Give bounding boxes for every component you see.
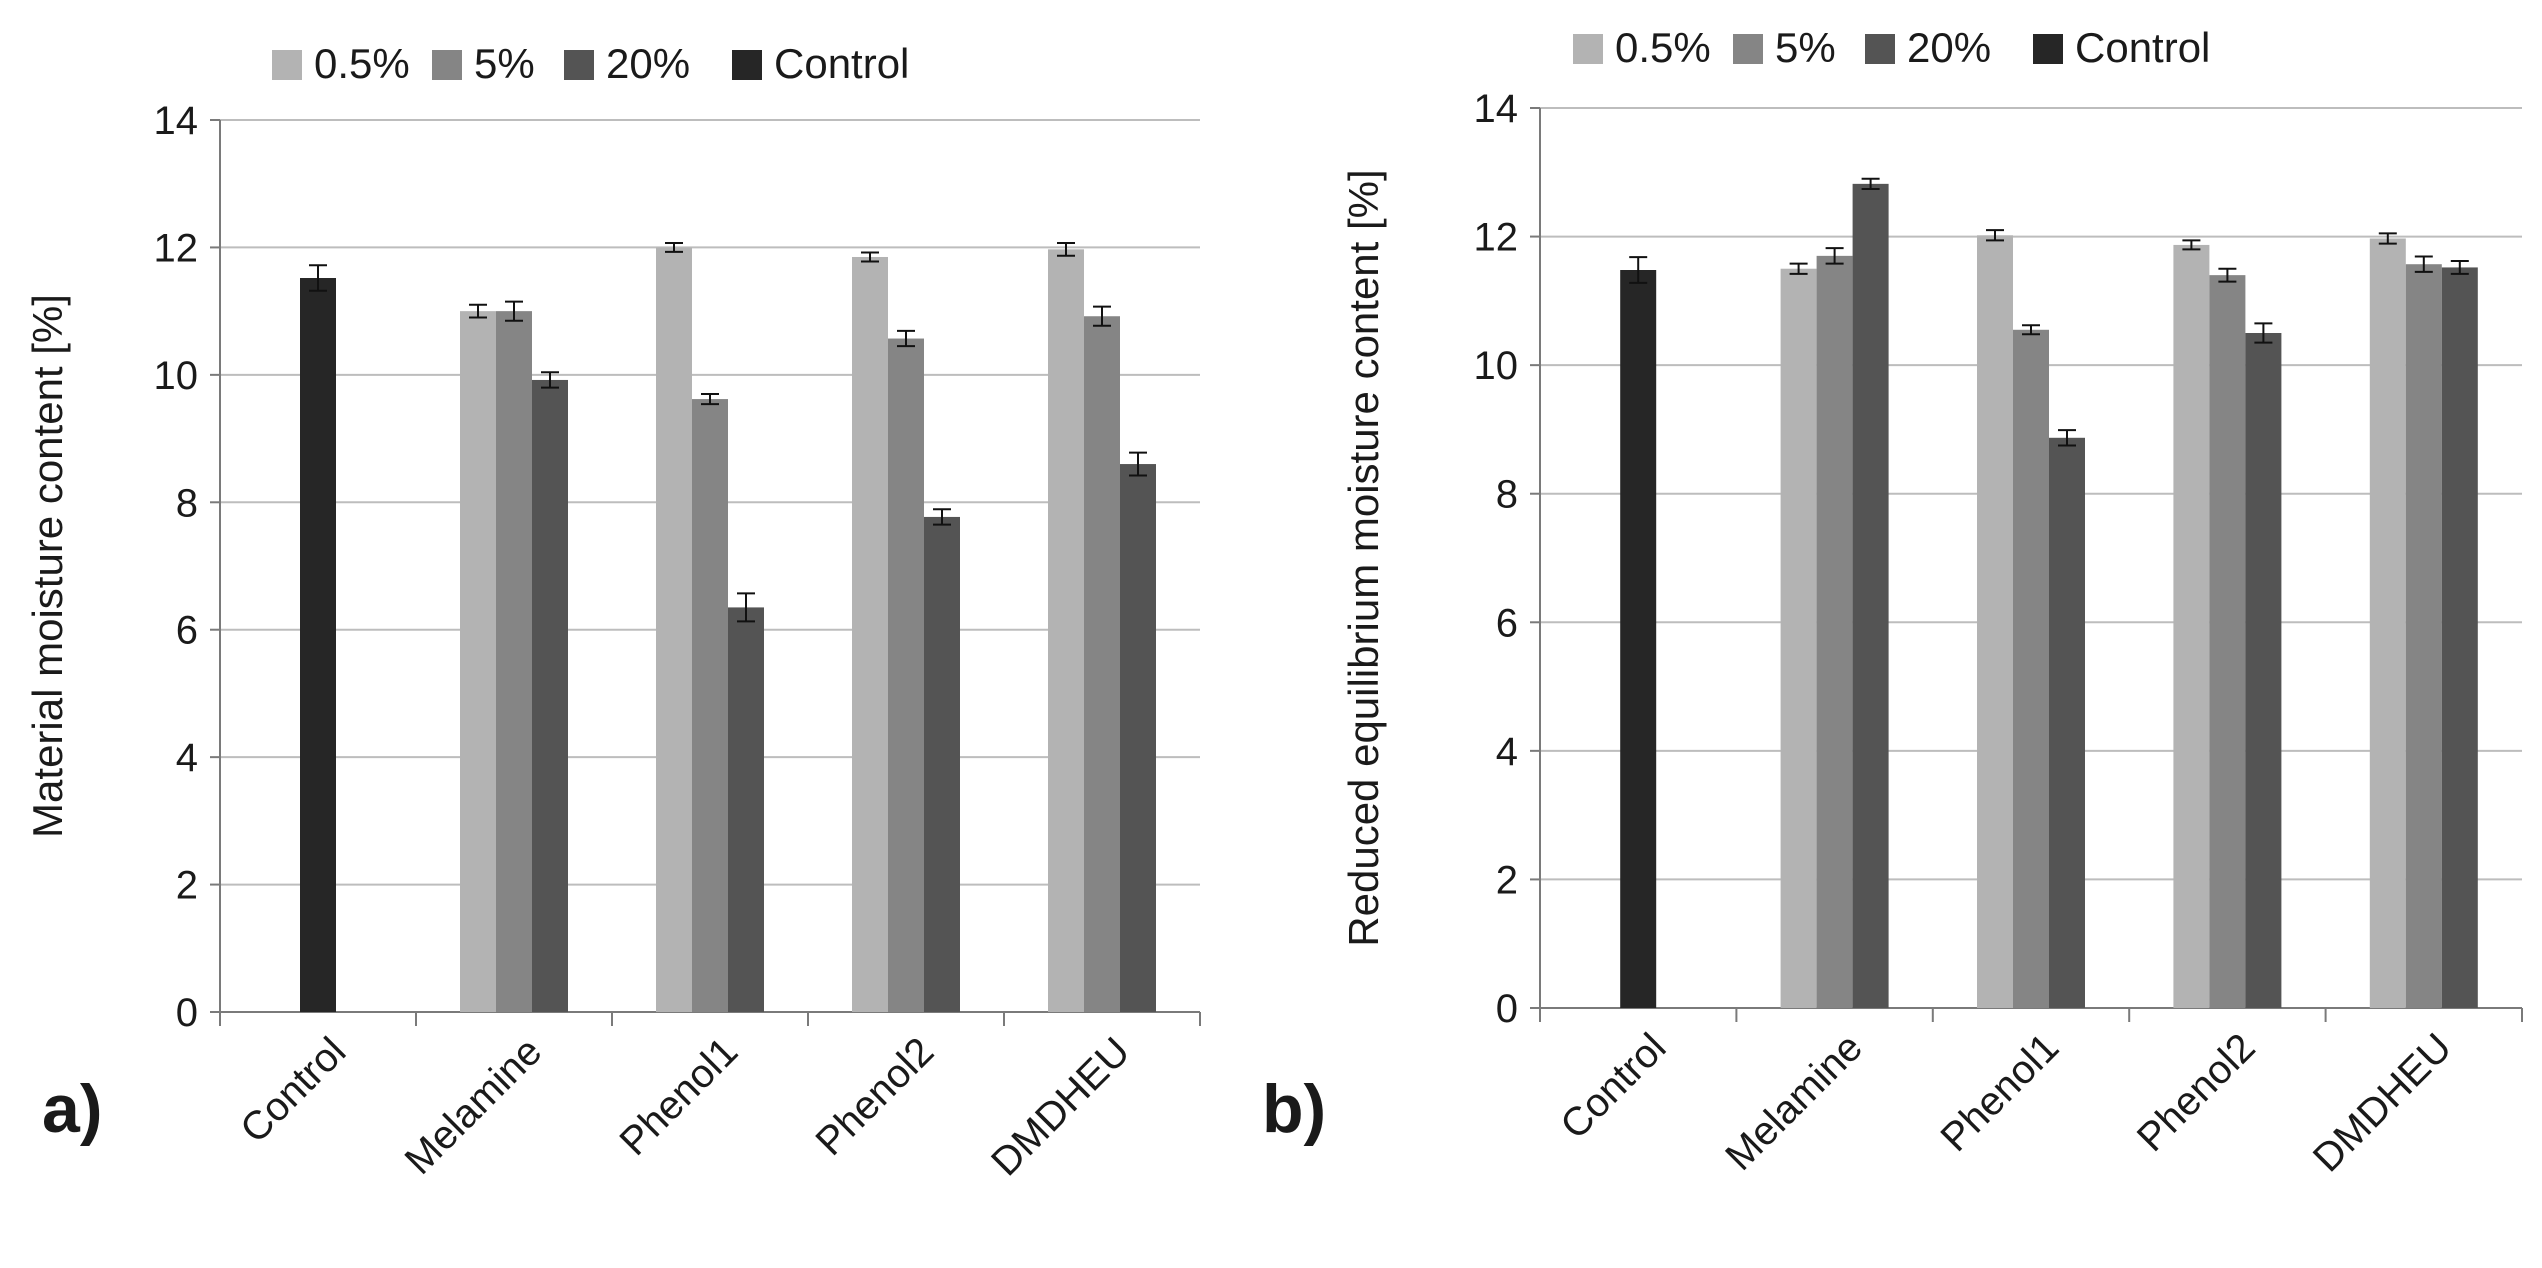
bar (1620, 270, 1657, 1008)
bar (1048, 249, 1084, 1013)
y-tick-label: 0 (176, 991, 198, 1035)
bar (1120, 464, 1156, 1012)
legend-label: 0.5% (1615, 24, 1711, 71)
x-category-label: Control (232, 1029, 354, 1151)
legend-label: 5% (474, 40, 535, 87)
bar (692, 399, 728, 1012)
bar (2405, 264, 2442, 1008)
legend-swatch (432, 50, 462, 80)
legend-swatch (272, 50, 302, 80)
bar (852, 256, 888, 1012)
legend-swatch (2033, 34, 2063, 64)
y-tick-label: 4 (1496, 730, 1518, 774)
y-tick-label: 12 (1474, 216, 1519, 260)
y-tick-label: 8 (1496, 473, 1518, 517)
y-tick-label: 10 (1474, 344, 1519, 388)
bar (2049, 437, 2085, 1008)
x-category-label: Phenol2 (2129, 1025, 2264, 1160)
bar (300, 278, 336, 1012)
x-category-label: DMDHEU (2305, 1025, 2460, 1180)
y-tick-label: 2 (176, 864, 198, 908)
y-tick-label: 2 (1496, 858, 1518, 902)
legend-label: 20% (1907, 24, 1991, 71)
legend-label: Control (774, 40, 909, 87)
panel-label: b) (1262, 1071, 1326, 1147)
y-tick-label: 0 (1496, 987, 1518, 1031)
bar (2245, 333, 2282, 1008)
legend-swatch (564, 50, 594, 80)
x-category-label: Control (1552, 1025, 1674, 1147)
y-axis-label: Material moisture content [%] (24, 294, 71, 838)
legend-label: 20% (606, 40, 690, 87)
legend-swatch (1573, 34, 1603, 64)
y-tick-label: 6 (176, 609, 198, 653)
bar (1780, 268, 1817, 1008)
legend-label: 5% (1775, 24, 1836, 71)
x-category-label: Phenol2 (807, 1029, 942, 1164)
y-tick-label: 8 (176, 481, 198, 525)
x-category-label: Melamine (1717, 1025, 1871, 1179)
bar (532, 379, 568, 1012)
bar (2369, 238, 2406, 1008)
y-tick-label: 12 (154, 226, 199, 270)
bar (888, 338, 924, 1012)
bar (2441, 267, 2478, 1008)
legend-swatch (1733, 34, 1763, 64)
legend-label: Control (2075, 24, 2210, 71)
bar (728, 607, 764, 1012)
legend-label: 0.5% (314, 40, 410, 87)
x-category-label: Phenol1 (1932, 1025, 2067, 1160)
x-category-label: Phenol1 (611, 1029, 746, 1164)
bar (2013, 329, 2049, 1008)
y-tick-label: 4 (176, 736, 198, 780)
bar (1816, 255, 1853, 1008)
y-axis-label: Reduced equilibrium moisture content [%] (1340, 169, 1387, 946)
y-tick-label: 10 (154, 354, 199, 398)
bar (496, 311, 532, 1013)
bar (656, 247, 692, 1012)
bar (2209, 275, 2246, 1009)
chart-a: 0 2 4 6 8 10 12 14 Control Melamine Phenol1 Phenol2… (24, 40, 1201, 1184)
bar (1852, 183, 1889, 1008)
y-tick-label: 14 (1474, 87, 1519, 131)
y-tick-label: 14 (154, 99, 199, 143)
bar (924, 516, 960, 1012)
x-category-label: Melamine (397, 1029, 551, 1183)
bar (2173, 244, 2210, 1008)
panel-label: a) (42, 1071, 102, 1147)
y-tick-label: 6 (1496, 601, 1518, 645)
legend-swatch (1865, 34, 1895, 64)
bar (460, 311, 496, 1013)
x-category-label: DMDHEU (983, 1029, 1138, 1184)
bar (1977, 235, 2013, 1009)
legend-swatch (732, 50, 762, 80)
bar (1084, 316, 1120, 1012)
chart-b: 0 2 4 6 8 10 12 14 Control Melamine Phenol1 Phenol2… (1262, 24, 2523, 1180)
